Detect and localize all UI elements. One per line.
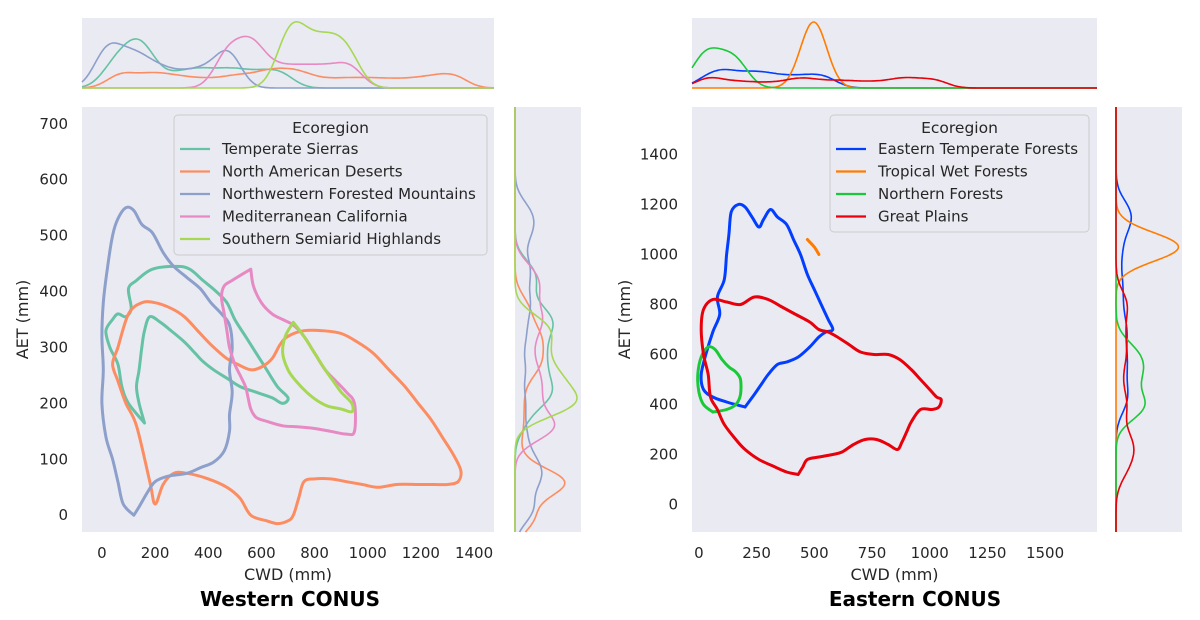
top-marginal-area bbox=[692, 18, 1097, 88]
contour-eastern-temperate-forests bbox=[699, 202, 835, 409]
y-tick-label: 600 bbox=[649, 346, 678, 364]
y-tick-label: 400 bbox=[649, 396, 678, 414]
contour-north-american-deserts bbox=[111, 300, 463, 526]
contour-northern-forests bbox=[696, 345, 743, 414]
contour-southern-semiarid-highlands bbox=[281, 320, 355, 414]
x-tick-label: 600 bbox=[247, 544, 276, 562]
x-tick-label: 750 bbox=[858, 544, 887, 562]
legend-entry-great-plains: Great Plains bbox=[878, 208, 969, 226]
x-axis-label: CWD (mm) bbox=[244, 565, 332, 584]
y-tick-label: 500 bbox=[39, 227, 68, 245]
y-tick-label: 600 bbox=[39, 171, 68, 189]
right-marginal-area bbox=[515, 107, 581, 532]
x-tick-label: 0 bbox=[97, 544, 107, 562]
legend-box bbox=[829, 114, 1090, 233]
x-tick-label: 1200 bbox=[402, 544, 440, 562]
y-tick-label: 300 bbox=[39, 338, 68, 356]
x-tick-label: 0 bbox=[694, 544, 704, 562]
contour-great-plains bbox=[699, 295, 943, 476]
legend-entry-northwestern-forested-mountains: Northwestern Forested Mountains bbox=[222, 185, 476, 203]
y-tick-label: 0 bbox=[668, 496, 678, 514]
x-tick-label: 1400 bbox=[455, 544, 493, 562]
y-axis-label: AET (mm) bbox=[13, 280, 32, 360]
panel-caption: Eastern CONUS bbox=[829, 587, 1001, 611]
legend-entry-northern-forests: Northern Forests bbox=[878, 185, 1003, 203]
x-tick-label: 1500 bbox=[1026, 544, 1064, 562]
panel-caption: Western CONUS bbox=[200, 587, 380, 611]
top-marginal-north-american-deserts bbox=[81, 67, 495, 89]
x-tick-label: 400 bbox=[194, 544, 223, 562]
y-tick-label: 400 bbox=[39, 283, 68, 301]
right-marginal-great-plains bbox=[1115, 107, 1135, 532]
y-tick-label: 800 bbox=[649, 296, 678, 314]
y-tick-label: 700 bbox=[39, 115, 68, 133]
x-tick-label: 800 bbox=[300, 544, 329, 562]
x-tick-label: 200 bbox=[141, 544, 170, 562]
y-tick-label: 0 bbox=[58, 506, 68, 524]
contour-temperate-sierras bbox=[104, 264, 290, 425]
contour-northwestern-forested-mountains bbox=[100, 205, 234, 517]
y-tick-label: 1200 bbox=[640, 196, 678, 214]
y-tick-label: 200 bbox=[649, 446, 678, 464]
x-tick-label: 500 bbox=[800, 544, 829, 562]
right-marginal-southern-semiarid-highlands bbox=[514, 107, 578, 532]
legend-entry-tropical-wet-forests: Tropical Wet Forests bbox=[877, 163, 1028, 181]
y-tick-label: 1000 bbox=[640, 246, 678, 264]
legend-entry-southern-semiarid-highlands: Southern Semiarid Highlands bbox=[222, 230, 441, 248]
x-tick-label: 250 bbox=[742, 544, 771, 562]
legend-entry-temperate-sierras: Temperate Sierras bbox=[221, 140, 359, 158]
y-axis-label: AET (mm) bbox=[615, 280, 634, 360]
legend-entry-north-american-deserts: North American Deserts bbox=[222, 163, 403, 181]
x-tick-label: 1000 bbox=[911, 544, 949, 562]
legend-entry-mediterranean-california: Mediterranean California bbox=[222, 208, 408, 226]
y-tick-label: 200 bbox=[39, 394, 68, 412]
legend-entry-eastern-temperate-forests: Eastern Temperate Forests bbox=[878, 140, 1078, 158]
y-tick-label: 1400 bbox=[640, 146, 678, 164]
top-marginal-great-plains bbox=[691, 76, 1097, 89]
top-marginal-southern-semiarid-highlands bbox=[81, 21, 494, 89]
legend-title: Ecoregion bbox=[921, 119, 998, 137]
x-tick-label: 1250 bbox=[968, 544, 1006, 562]
legend-title: Ecoregion bbox=[292, 119, 369, 137]
legend-box bbox=[173, 114, 488, 256]
y-tick-label: 100 bbox=[39, 450, 68, 468]
contour-tropical-wet-forests bbox=[805, 238, 821, 256]
x-tick-label: 1000 bbox=[349, 544, 387, 562]
x-axis-label: CWD (mm) bbox=[850, 565, 938, 584]
